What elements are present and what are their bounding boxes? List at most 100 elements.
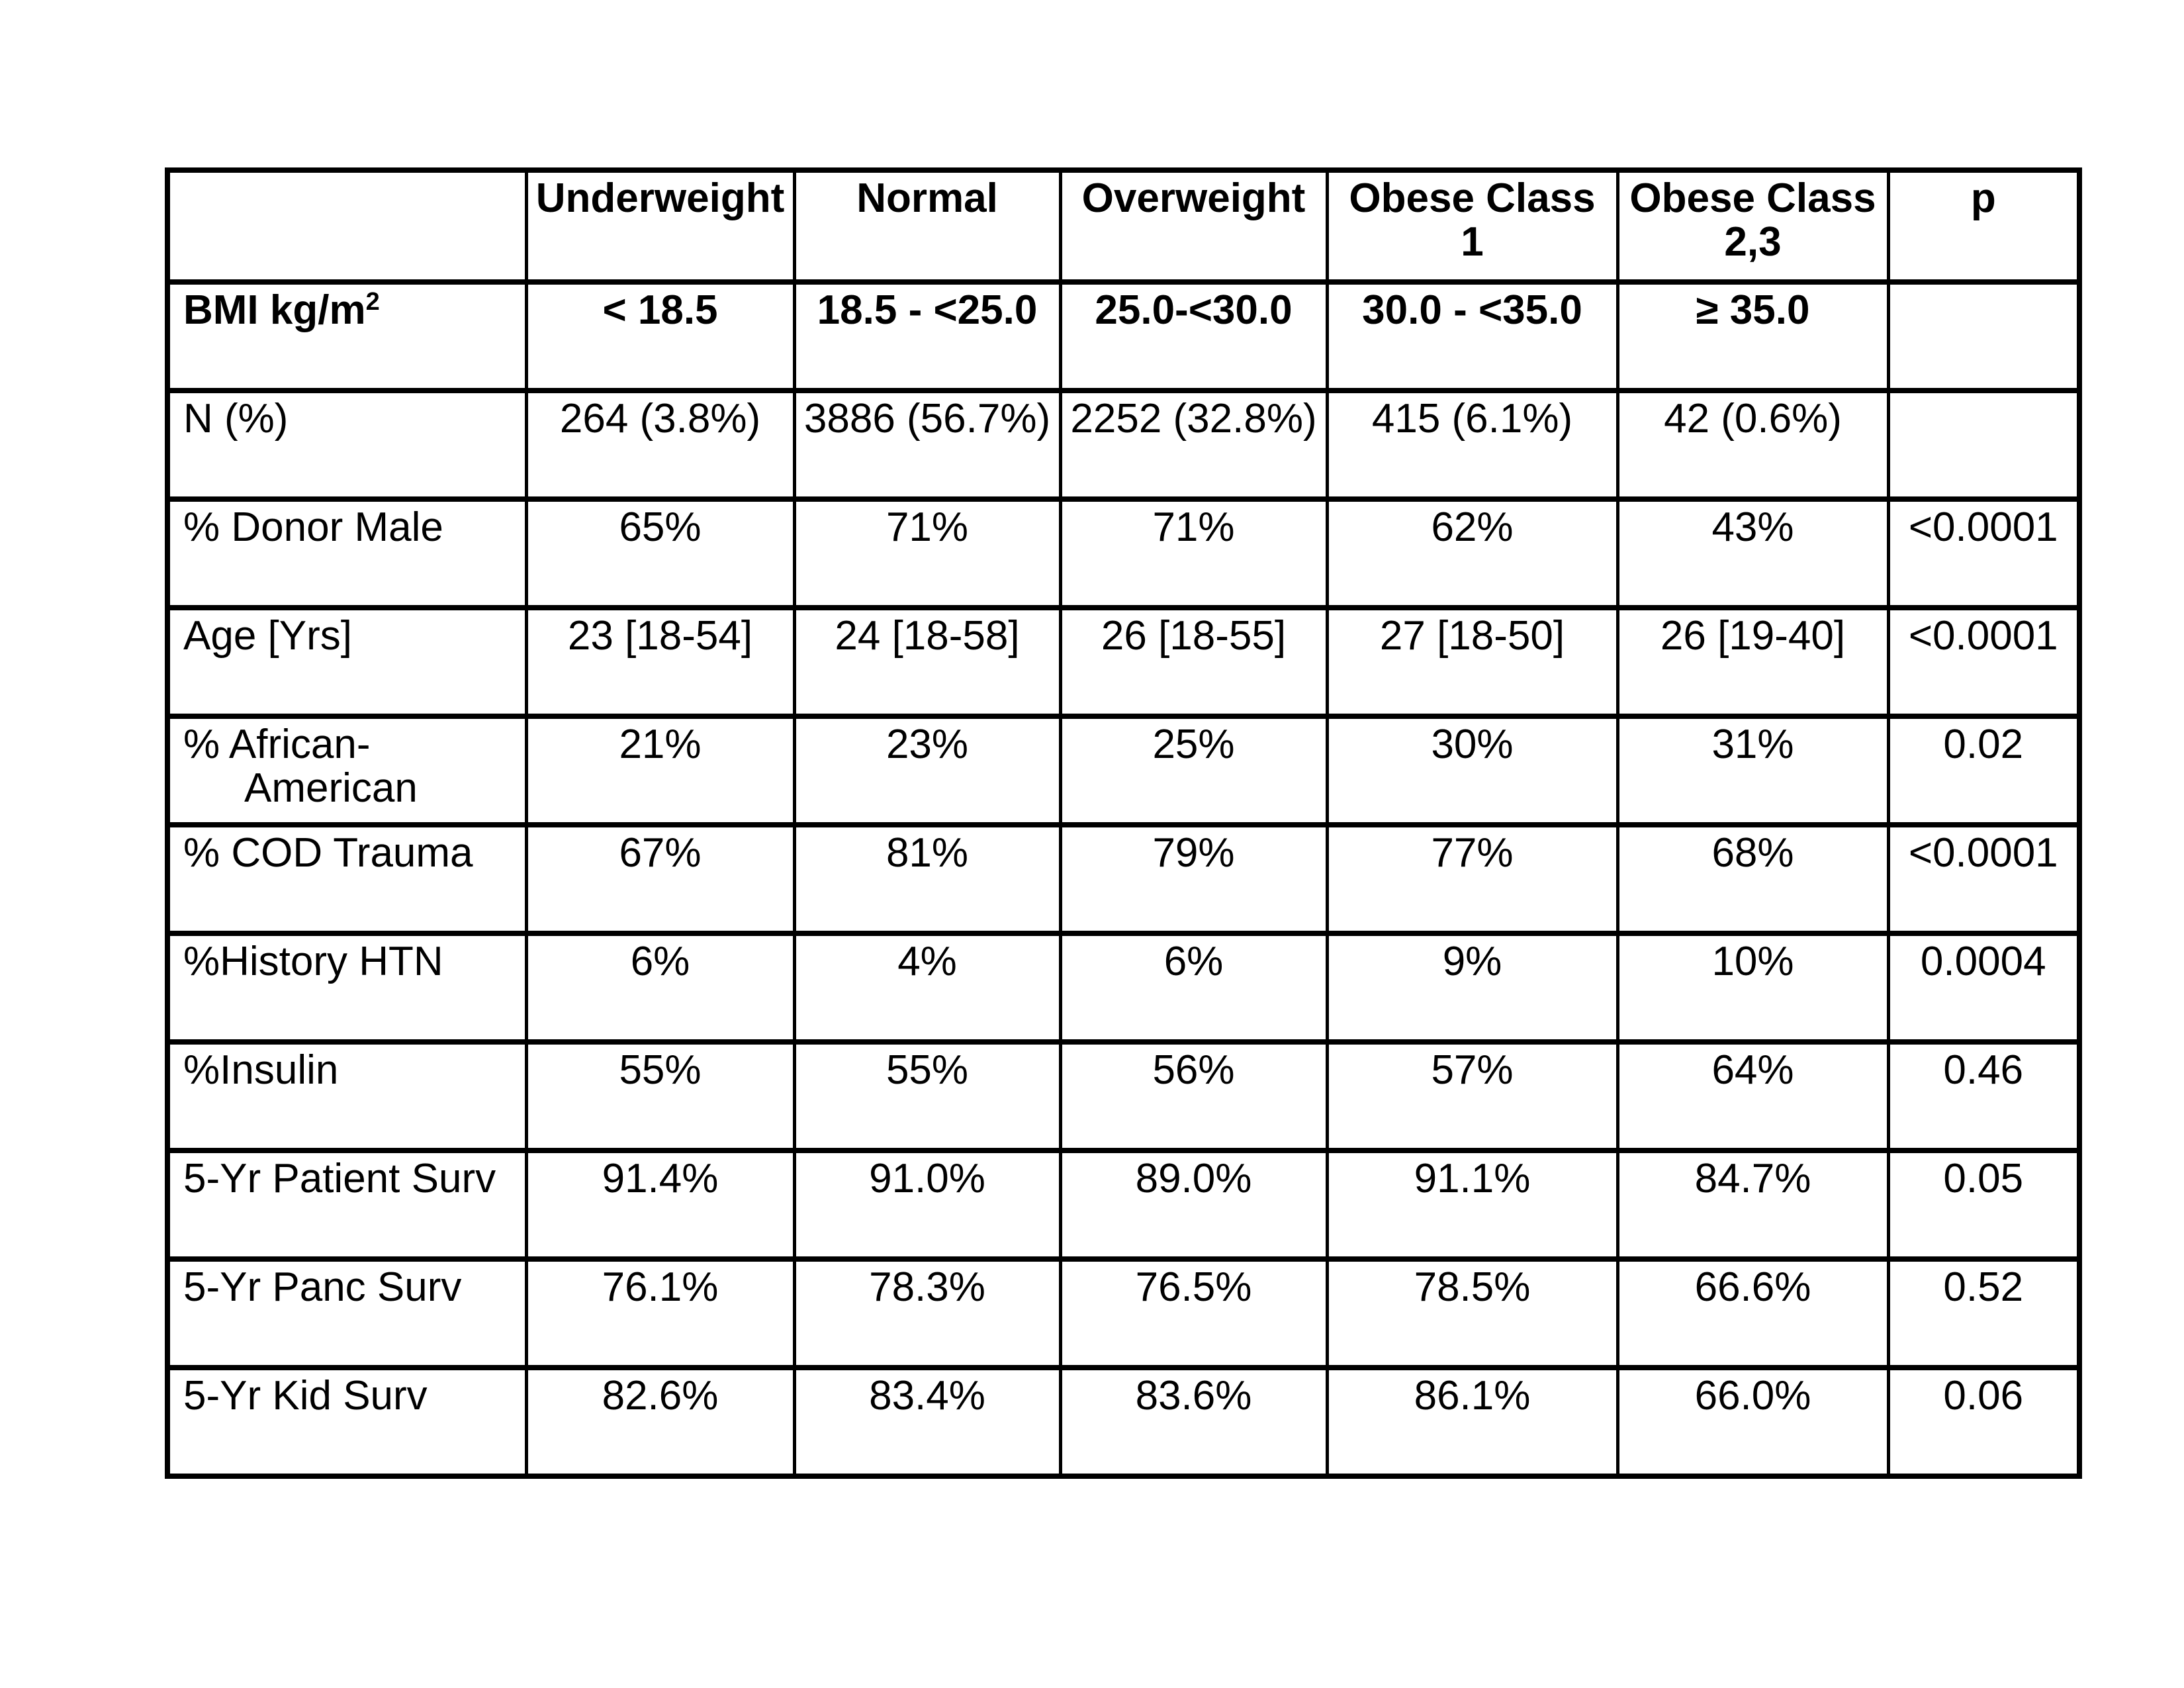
data-cell: 24 [18-58] xyxy=(792,605,1062,719)
data-cell: 68% xyxy=(1615,822,1890,936)
data-cell: 25% xyxy=(1058,714,1329,827)
table-row: 5-Yr Kid Surv 82.6% 83.4% 83.6% 86.1% 66.0% 0.… xyxy=(165,1365,2081,1479)
data-cell: 31% xyxy=(1615,714,1890,827)
data-cell: 83.6% xyxy=(1058,1365,1329,1479)
data-cell: 415 (6.1%) xyxy=(1325,388,1619,502)
data-cell: 65% xyxy=(524,496,796,610)
row-label-text: Age [Yrs] xyxy=(183,613,352,659)
data-cell: 9% xyxy=(1325,931,1619,1045)
data-cell: 30.0 - <35.0 xyxy=(1325,279,1619,393)
table-row: %Insulin 55% 55% 56% 57% 64% 0.46 xyxy=(165,1039,2081,1153)
data-cell: 67% xyxy=(524,822,796,936)
p-value-cell: 0.52 xyxy=(1886,1256,2081,1370)
row-label-text: %Insulin xyxy=(183,1047,339,1093)
row-label: BMI kg/m2 xyxy=(165,279,528,393)
table-row: 5-Yr Panc Surv 76.1% 78.3% 76.5% 78.5% 66.6% 0… xyxy=(165,1256,2081,1370)
data-cell: 4% xyxy=(792,931,1062,1045)
row-label: %History HTN xyxy=(165,931,528,1045)
table-row: % Donor Male 65% 71% 71% 62% 43% <0.0001 xyxy=(165,496,2081,610)
data-cell: 55% xyxy=(524,1039,796,1153)
data-cell: 66.6% xyxy=(1615,1256,1890,1370)
data-cell: 82.6% xyxy=(524,1365,796,1479)
row-label-line2: American xyxy=(244,765,418,811)
data-cell: 43% xyxy=(1615,496,1890,610)
data-cell: 23 [18-54] xyxy=(524,605,796,719)
row-label-text: %History HTN xyxy=(183,939,443,984)
data-cell: 30% xyxy=(1325,714,1619,827)
data-cell: 83.4% xyxy=(792,1365,1062,1479)
table-row: %History HTN 6% 4% 6% 9% 10% 0.0004 xyxy=(165,931,2081,1045)
data-cell: 64% xyxy=(1615,1039,1890,1153)
data-cell: 78.5% xyxy=(1325,1256,1619,1370)
p-value-cell: <0.0001 xyxy=(1886,496,2081,610)
p-value-cell: <0.0001 xyxy=(1886,822,2081,936)
row-label-line1: % African- xyxy=(183,722,371,767)
row-label-text: N (%) xyxy=(183,396,289,442)
row-label: 5-Yr Kid Surv xyxy=(165,1365,528,1479)
data-cell: 91.0% xyxy=(792,1148,1062,1262)
data-cell: 76.1% xyxy=(524,1256,796,1370)
row-label: N (%) xyxy=(165,388,528,502)
data-cell: 2252 (32.8%) xyxy=(1058,388,1329,502)
data-cell: 23% xyxy=(792,714,1062,827)
data-cell: 55% xyxy=(792,1039,1062,1153)
data-cell: 6% xyxy=(524,931,796,1045)
data-cell: 25.0-<30.0 xyxy=(1058,279,1329,393)
data-cell: 66.0% xyxy=(1615,1365,1890,1479)
row-label: % Donor Male xyxy=(165,496,528,610)
data-cell: 26 [18-55] xyxy=(1058,605,1329,719)
row-label: 5-Yr Panc Surv xyxy=(165,1256,528,1370)
p-value-cell xyxy=(1886,388,2081,502)
row-label-text: 5-Yr Kid Surv xyxy=(183,1373,428,1419)
data-cell: 89.0% xyxy=(1058,1148,1329,1262)
data-cell: 78.3% xyxy=(792,1256,1062,1370)
p-value-cell xyxy=(1886,279,2081,393)
data-cell: 77% xyxy=(1325,822,1619,936)
data-cell: 56% xyxy=(1058,1039,1329,1153)
data-cell: 21% xyxy=(524,714,796,827)
data-cell: 91.4% xyxy=(524,1148,796,1262)
data-cell: 91.1% xyxy=(1325,1148,1619,1262)
column-header: Obese Class 2,3 xyxy=(1615,167,1890,285)
table-row: % COD Trauma 67% 81% 79% 77% 68% <0.0001 xyxy=(165,822,2081,936)
table-row: 5-Yr Patient Surv 91.4% 91.0% 89.0% 91.1% 84.… xyxy=(165,1148,2081,1262)
table-row: BMI kg/m2 < 18.5 18.5 - <25.0 25.0-<30.0 30.… xyxy=(165,279,2081,393)
data-cell: 10% xyxy=(1615,931,1890,1045)
p-value-cell: 0.0004 xyxy=(1886,931,2081,1045)
data-cell: 42 (0.6%) xyxy=(1615,388,1890,502)
row-label-superscript: 2 xyxy=(365,288,380,316)
column-header: Underweight xyxy=(524,167,796,285)
corner-cell xyxy=(165,167,528,285)
row-label-text: BMI kg/m xyxy=(183,287,366,333)
p-value-cell: 0.06 xyxy=(1886,1365,2081,1479)
data-cell: ≥ 35.0 xyxy=(1615,279,1890,393)
data-cell: < 18.5 xyxy=(524,279,796,393)
data-cell: 71% xyxy=(1058,496,1329,610)
data-cell: 264 (3.8%) xyxy=(524,388,796,502)
row-label: 5-Yr Patient Surv xyxy=(165,1148,528,1262)
p-value-cell: 0.02 xyxy=(1886,714,2081,827)
data-cell: 62% xyxy=(1325,496,1619,610)
column-header: p xyxy=(1886,167,2081,285)
p-value-cell: 0.05 xyxy=(1886,1148,2081,1262)
row-label: % African- American xyxy=(165,714,528,827)
row-label: Age [Yrs] xyxy=(165,605,528,719)
column-header: Normal xyxy=(792,167,1062,285)
data-cell: 76.5% xyxy=(1058,1256,1329,1370)
data-cell: 71% xyxy=(792,496,1062,610)
data-cell: 57% xyxy=(1325,1039,1619,1153)
row-label-text: 5-Yr Patient Surv xyxy=(183,1156,496,1201)
row-label-text: % Donor Male xyxy=(183,504,443,550)
table-row: N (%) 264 (3.8%) 3886 (56.7%) 2252 (32.8%) 4… xyxy=(165,388,2081,502)
p-value-cell: <0.0001 xyxy=(1886,605,2081,719)
data-cell: 18.5 - <25.0 xyxy=(792,279,1062,393)
data-cell: 86.1% xyxy=(1325,1365,1619,1479)
row-label-text: 5-Yr Panc Surv xyxy=(183,1264,462,1310)
table-row: % African- American 21% 23% 25% 30% 31% 0.02 xyxy=(165,714,2081,827)
data-cell: 27 [18-50] xyxy=(1325,605,1619,719)
data-cell: 26 [19-40] xyxy=(1615,605,1890,719)
row-label-text: % COD Trauma xyxy=(183,830,473,876)
row-label: %Insulin xyxy=(165,1039,528,1153)
data-cell: 81% xyxy=(792,822,1062,936)
